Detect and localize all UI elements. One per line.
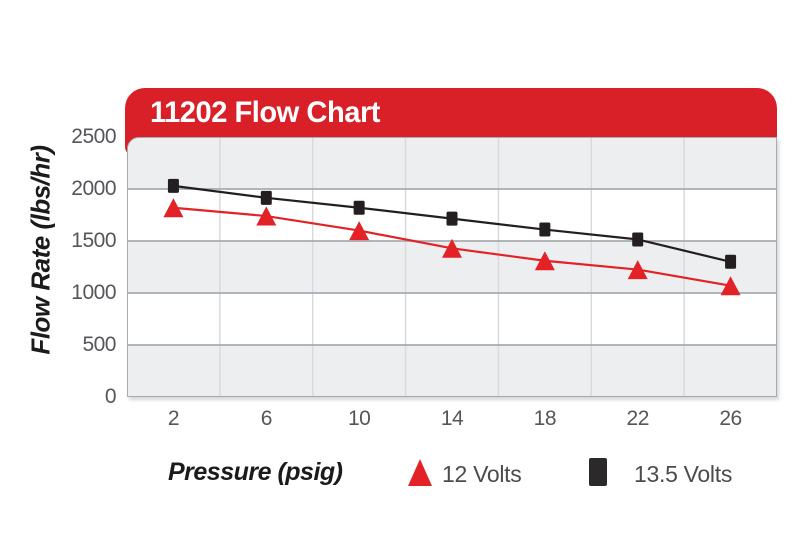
- data-point-square: [353, 200, 365, 215]
- x-tick-label: 18: [533, 407, 557, 430]
- data-point-triangle: [441, 238, 462, 258]
- plot-area: [127, 137, 777, 397]
- data-point-triangle: [627, 259, 648, 279]
- chart-title: 11202 Flow Chart: [150, 96, 380, 129]
- x-tick-label: 10: [347, 407, 371, 430]
- x-axis-title: Pressure (psig): [168, 458, 343, 486]
- data-point-square: [260, 190, 272, 205]
- data-point-square: [538, 222, 550, 237]
- data-point-triangle: [534, 250, 555, 270]
- plot-band: [128, 292, 776, 345]
- data-point-square: [167, 178, 179, 193]
- plot-band: [128, 344, 776, 396]
- legend-square-marker-13-5v: [589, 458, 607, 486]
- y-tick-label: 2000: [71, 177, 116, 200]
- y-tick-label: 1000: [71, 281, 116, 304]
- data-point-triangle: [348, 220, 369, 240]
- chart-canvas: [128, 138, 776, 396]
- data-point-triangle: [162, 197, 183, 217]
- data-point-square: [724, 254, 736, 269]
- y-tick-label: 2500: [71, 125, 116, 148]
- data-point-triangle: [255, 206, 276, 226]
- x-tick-label: 6: [260, 407, 273, 430]
- legend-triangle-marker-12v: [408, 459, 432, 486]
- y-axis-title: Flow Rate (lbs/hr): [25, 145, 56, 355]
- legend-label-13-5-volts: 13.5 Volts: [634, 461, 733, 487]
- legend-label-12-volts: 12 Volts: [442, 461, 522, 487]
- plot-band: [128, 138, 776, 189]
- x-tick-label: 22: [626, 407, 650, 430]
- y-tick-label: 500: [82, 333, 116, 356]
- y-tick-label: 0: [104, 385, 117, 408]
- y-tick-label: 1500: [71, 229, 116, 252]
- x-tick-label: 2: [167, 407, 180, 430]
- x-tick-label: 26: [719, 407, 742, 430]
- x-tick-label: 14: [440, 407, 464, 430]
- data-point-square: [631, 231, 643, 246]
- data-point-triangle: [720, 275, 741, 295]
- data-point-square: [446, 211, 457, 226]
